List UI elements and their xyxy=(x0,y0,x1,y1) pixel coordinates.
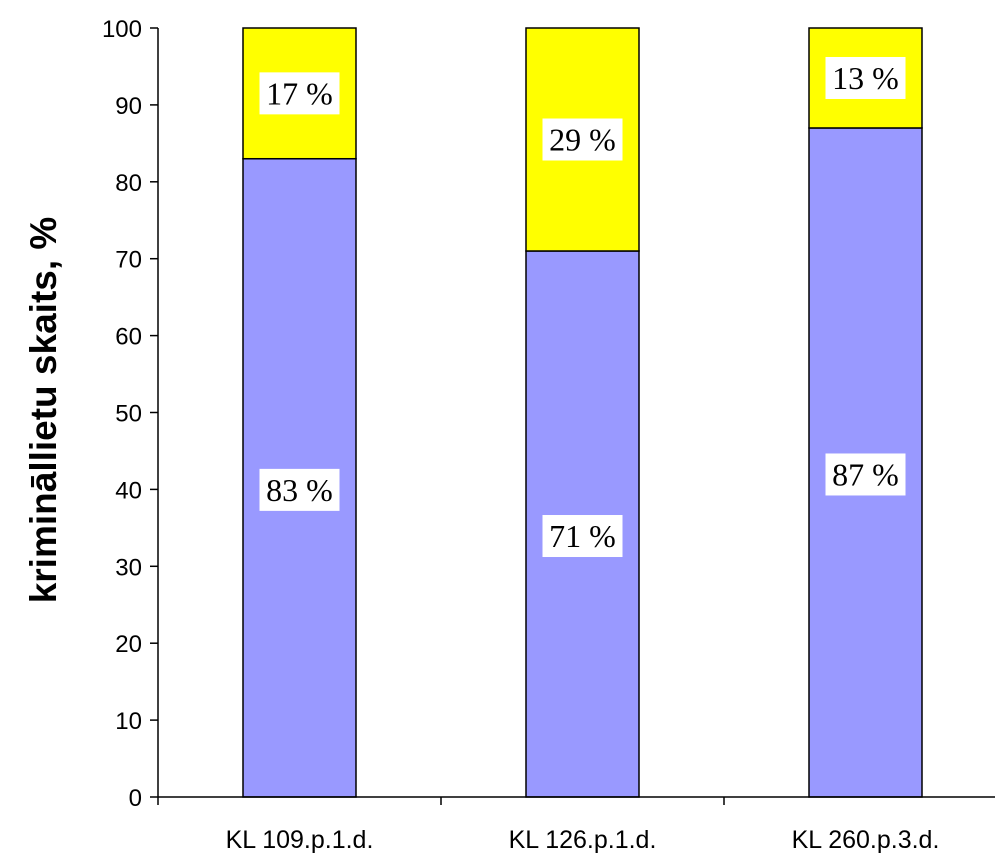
y-tick-label: 100 xyxy=(102,16,142,43)
axes-layer: 0 10 20 30 40 50 60 70 80 90 100 KL 109.p.1.d. KL 12… xyxy=(102,16,995,854)
data-label: 87 % xyxy=(832,456,899,492)
y-tick-label: 0 xyxy=(129,785,142,812)
y-tick-label: 80 xyxy=(115,170,142,197)
data-label-box xyxy=(542,118,623,161)
x-tick-label: KL 126.p.1.d. xyxy=(509,826,657,854)
x-tick-label: KL 260.p.3.d. xyxy=(792,826,940,854)
data-label: 71 % xyxy=(549,518,616,554)
y-tick-label: 40 xyxy=(115,477,142,504)
data-label: 17 % xyxy=(266,75,333,111)
data-labels-layer: 83 % 17 % 71 % 29 % 87 % 13 % xyxy=(259,56,906,558)
data-label-box xyxy=(825,453,906,496)
y-tick-label: 70 xyxy=(115,247,142,274)
data-label: 13 % xyxy=(832,60,899,96)
data-label: 29 % xyxy=(549,122,616,158)
y-tick-label: 60 xyxy=(115,324,142,351)
y-tick-label: 90 xyxy=(115,93,142,120)
data-label: 83 % xyxy=(266,472,333,508)
x-tick-label: KL 109.p.1.d. xyxy=(226,826,374,854)
y-axis-label: krimināllietu skaits, % xyxy=(23,217,64,604)
data-label-box xyxy=(825,56,906,99)
y-tick-label: 10 xyxy=(115,708,142,735)
y-tick-label: 20 xyxy=(115,631,142,658)
data-label-box xyxy=(542,515,623,558)
y-tick-label: 50 xyxy=(115,401,142,428)
y-tick-label: 30 xyxy=(115,554,142,581)
data-label-box xyxy=(259,72,340,115)
data-label-box xyxy=(259,468,340,511)
